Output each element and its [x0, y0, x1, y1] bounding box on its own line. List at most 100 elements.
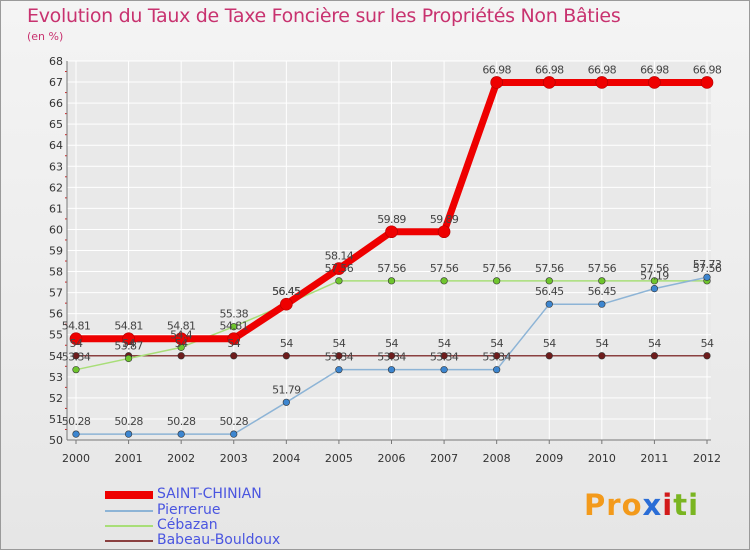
- data-point-saint-chinian: [332, 262, 346, 275]
- data-label-cebazan: 57.56: [325, 262, 354, 275]
- y-tick-label: 52: [49, 392, 63, 405]
- data-point-pierrerue: [335, 366, 343, 374]
- data-label-cebazan: 57.56: [430, 262, 459, 275]
- data-point-cebazan: [650, 277, 659, 285]
- data-label-pierrerue: 50.28: [167, 415, 196, 428]
- data-point-cebazan: [598, 277, 606, 285]
- x-tick-label: 2002: [167, 452, 195, 465]
- y-tick-label: 51: [49, 413, 63, 426]
- data-point-babeau-bouldoux: [493, 352, 501, 360]
- y-tick-label: 63: [49, 160, 63, 173]
- logo-letter: x: [642, 488, 663, 522]
- legend-swatch: [105, 491, 153, 499]
- y-tick-label: 64: [49, 139, 63, 152]
- logo-letter: r: [606, 488, 622, 522]
- data-label-pierrerue: 57.19: [640, 270, 669, 283]
- data-label-saint-chinian: 66.98: [693, 63, 722, 76]
- data-label-saint-chinian: 58.14: [325, 250, 354, 263]
- x-tick-label: 2011: [640, 452, 668, 465]
- x-tick-label: 2005: [325, 452, 353, 465]
- data-point-pierrerue: [72, 430, 80, 438]
- y-tick-label: 65: [49, 118, 63, 131]
- data-label-babeau-bouldoux: 54: [490, 337, 503, 350]
- data-point-pierrerue: [177, 430, 185, 438]
- logo-letter: P: [584, 488, 607, 522]
- data-label-pierrerue: 56.45: [535, 285, 564, 298]
- y-tick-label: 61: [49, 202, 63, 215]
- data-label-babeau-bouldoux: 54: [385, 337, 398, 350]
- data-point-cebazan: [124, 354, 133, 363]
- data-point-cebazan: [440, 277, 448, 285]
- data-label-cebazan: 56.45: [272, 285, 301, 298]
- data-label-pierrerue: 53.34: [430, 351, 459, 364]
- data-point-babeau-bouldoux: [335, 352, 343, 360]
- data-label-cebazan: 57.56: [588, 262, 617, 275]
- data-point-saint-chinian: [542, 76, 556, 89]
- data-point-pierrerue: [650, 285, 659, 293]
- data-point-babeau-bouldoux: [440, 352, 448, 360]
- proxiti-logo: Proxiti: [584, 488, 699, 522]
- data-point-cebazan: [72, 366, 80, 374]
- y-tick-label: 62: [49, 181, 63, 194]
- y-tick-label: 57: [49, 287, 63, 300]
- data-label-pierrerue: 53.34: [482, 351, 511, 364]
- data-point-saint-chinian: [280, 297, 293, 311]
- legend-label: Cébazan: [157, 517, 218, 533]
- data-label-saint-chinian: 54.81: [62, 320, 91, 333]
- y-tick-label: 56: [49, 308, 63, 321]
- data-label-babeau-bouldoux: 54: [438, 337, 451, 350]
- data-label-babeau-bouldoux: 54: [543, 337, 556, 350]
- logo-letter: t: [673, 488, 689, 522]
- y-tick-label: 50: [49, 434, 63, 447]
- data-label-cebazan: 57.56: [535, 262, 564, 275]
- data-label-cebazan: 55.38: [220, 308, 249, 321]
- x-tick-label: 2009: [535, 452, 563, 465]
- data-point-pierrerue: [598, 300, 606, 308]
- data-point-saint-chinian: [174, 332, 188, 346]
- y-tick-label: 68: [49, 55, 63, 68]
- legend-swatch: [105, 540, 153, 542]
- y-tick-label: 66: [49, 97, 63, 110]
- data-point-saint-chinian: [595, 76, 609, 89]
- legend-swatch: [105, 525, 153, 527]
- data-point-cebazan: [493, 277, 501, 285]
- data-point-babeau-bouldoux: [703, 352, 711, 360]
- data-label-babeau-bouldoux: 54: [122, 337, 135, 350]
- data-point-babeau-bouldoux: [387, 352, 396, 360]
- data-label-saint-chinian: 56.45: [272, 285, 301, 298]
- data-label-babeau-bouldoux: 54: [70, 337, 83, 350]
- data-label-saint-chinian: 54.81: [220, 320, 249, 333]
- data-point-pierrerue: [545, 300, 553, 308]
- x-tick-label: 2004: [272, 452, 300, 465]
- data-label-pierrerue: 50.28: [114, 415, 143, 428]
- logo-letter: o: [621, 488, 643, 522]
- chart-title: Evolution du Taux de Taxe Foncière sur l…: [27, 5, 621, 27]
- data-point-pierrerue: [230, 430, 238, 438]
- data-point-saint-chinian: [437, 225, 451, 239]
- data-point-babeau-bouldoux: [282, 352, 290, 360]
- y-tick-label: 55: [49, 329, 63, 342]
- data-point-saint-chinian: [227, 332, 241, 346]
- data-point-cebazan: [335, 277, 343, 285]
- x-tick-label: 2007: [430, 452, 458, 465]
- data-point-saint-chinian: [490, 76, 503, 89]
- data-label-pierrerue: 50.28: [62, 415, 91, 428]
- data-label-pierrerue: 57.73: [693, 258, 722, 271]
- x-tick-label: 2012: [693, 452, 721, 465]
- data-point-pierrerue: [493, 366, 501, 374]
- x-tick-label: 2003: [220, 452, 248, 465]
- legend-label: Babeau-Bouldoux: [157, 532, 281, 548]
- data-point-saint-chinian: [700, 76, 714, 89]
- data-point-cebazan: [545, 277, 553, 285]
- logo-letter: i: [662, 488, 674, 522]
- x-tick-label: 2006: [378, 452, 406, 465]
- data-label-babeau-bouldoux: 54: [175, 337, 188, 350]
- data-label-babeau-bouldoux: 54: [648, 337, 661, 350]
- x-tick-label: 2008: [483, 452, 511, 465]
- data-point-babeau-bouldoux: [650, 352, 659, 360]
- data-label-saint-chinian: 54.81: [114, 320, 143, 333]
- data-point-pierrerue: [703, 273, 711, 281]
- x-tick-label: 2001: [115, 452, 143, 465]
- data-point-saint-chinian: [69, 332, 83, 346]
